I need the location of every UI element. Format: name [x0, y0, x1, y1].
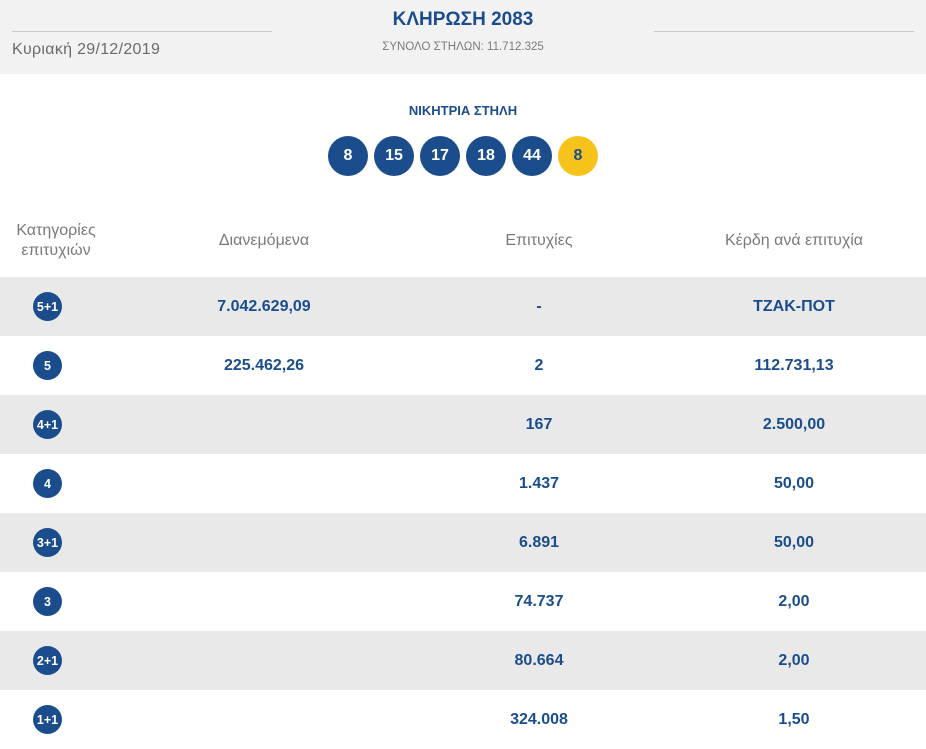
distributed-amount: 7.042.629,09 — [217, 297, 311, 315]
winning-number-ball: 17 — [420, 136, 460, 176]
prize-per-winner: 2.500,00 — [762, 415, 826, 433]
table-row: 4 1.437 50,00 — [0, 454, 926, 513]
category-badge: 5+1 — [33, 292, 62, 321]
distributed-amount — [112, 513, 416, 572]
table-row: 4+1 167 2.500,00 — [0, 395, 926, 454]
prize-per-winner: 1,50 — [778, 710, 810, 728]
winning-number-ball: 8 — [328, 136, 368, 176]
category-badge: 4 — [33, 469, 62, 498]
table-row: 1+1 324.008 1,50 — [0, 690, 926, 747]
category-badge: 3 — [33, 587, 62, 616]
winners-count: 167 — [525, 415, 553, 433]
header-distributed: Διανεμόμενα — [218, 232, 310, 249]
winning-number-ball: 15 — [374, 136, 414, 176]
winning-number-ball: 44 — [512, 136, 552, 176]
category-badge: 1+1 — [33, 705, 62, 734]
distributed-amount — [112, 690, 416, 749]
winning-numbers: 8 15 17 18 44 8 — [328, 136, 598, 176]
distributed-amount — [112, 631, 416, 690]
header-prize: Κέρδη ανά επιτυχία — [724, 232, 864, 249]
category-badge: 5 — [33, 351, 62, 380]
category-badge: 4+1 — [33, 410, 62, 439]
header-winners: Επιτυχίες — [505, 232, 573, 249]
distributed-amount: 225.462,26 — [223, 356, 305, 374]
distributed-amount — [112, 572, 416, 631]
prize-per-winner: 2,00 — [778, 651, 810, 669]
prize-per-winner: 2,00 — [778, 592, 810, 610]
prize-per-winner: 50,00 — [773, 533, 815, 551]
draw-title: ΚΛΗΡΩΣΗ 2083 — [392, 9, 534, 30]
table-row: 3 74.737 2,00 — [0, 572, 926, 631]
distributed-amount — [112, 395, 416, 454]
winning-column-label: ΝΙΚΗΤΡΙΑ ΣΤΗΛΗ — [408, 103, 518, 118]
prize-per-winner: ΤΖΑΚ-ΠΟΤ — [753, 297, 835, 315]
header-divider-left — [12, 31, 272, 32]
winners-count: 6.891 — [518, 533, 560, 551]
category-badge: 3+1 — [33, 528, 62, 557]
draw-date: Κυριακή 29/12/2019 — [12, 41, 161, 58]
winning-number-ball: 18 — [466, 136, 506, 176]
total-columns: ΣΥΝΟΛΟ ΣΤΗΛΩΝ: 11.712.325 — [382, 41, 544, 53]
joker-number-ball: 8 — [558, 136, 598, 176]
prize-per-winner: 112.731,13 — [754, 356, 834, 374]
table-row: 5+1 7.042.629,09 - ΤΖΑΚ-ΠΟΤ — [0, 277, 926, 336]
table-row: 5 225.462,26 2 112.731,13 — [0, 336, 926, 395]
header-category: Κατηγορίες επιτυχιών — [0, 205, 112, 277]
distributed-amount — [112, 454, 416, 513]
header-category-line2: επιτυχιών — [21, 242, 91, 259]
table-row: 3+1 6.891 50,00 — [0, 513, 926, 572]
winners-count: 74.737 — [514, 592, 564, 610]
header-category-line1: Κατηγορίες — [16, 222, 96, 239]
table-row: 2+1 80.664 2,00 — [0, 631, 926, 690]
winners-count: - — [536, 297, 542, 315]
prize-table-header: Κατηγορίες επιτυχιών Διανεμόμενα Επιτυχίε… — [0, 205, 926, 277]
winners-count: 80.664 — [514, 651, 564, 669]
prize-per-winner: 50,00 — [773, 474, 815, 492]
draw-header: Κυριακή 29/12/2019 ΚΛΗΡΩΣΗ 2083 ΣΥΝΟΛΟ Σ… — [0, 0, 926, 74]
header-divider-right — [654, 31, 914, 32]
winners-count: 2 — [534, 356, 544, 374]
winners-count: 1.437 — [518, 474, 560, 492]
category-badge: 2+1 — [33, 646, 62, 675]
winners-count: 324.008 — [510, 710, 568, 728]
